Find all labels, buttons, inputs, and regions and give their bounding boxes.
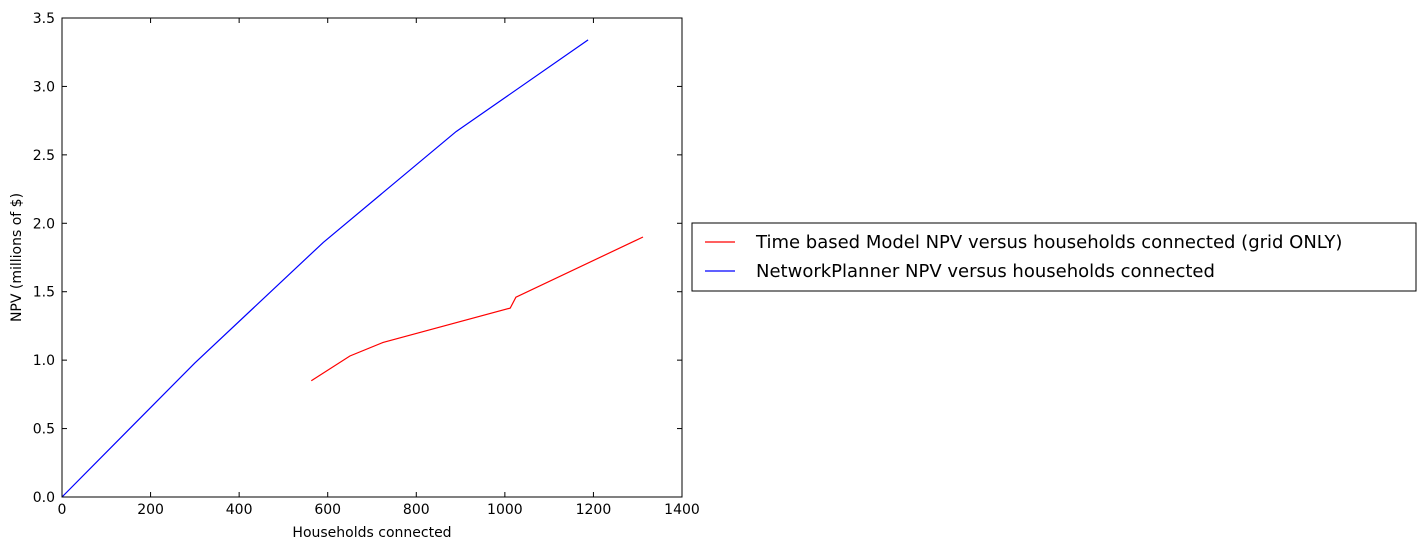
x-tick-label: 1400 — [664, 502, 700, 518]
y-tick-label: 3.5 — [33, 11, 55, 27]
x-axis-label: Households connected — [292, 525, 451, 541]
legend-entry-networkplanner: NetworkPlanner NPV versus households con… — [756, 261, 1215, 282]
x-tick-label: 1000 — [487, 502, 523, 518]
y-tick-label: 1.0 — [33, 353, 55, 369]
series-layer — [61, 39, 644, 498]
y-tick-label: 3.0 — [33, 79, 55, 95]
y-tick-label: 0.5 — [33, 422, 55, 438]
y-tick-label: 1.5 — [33, 285, 55, 301]
x-tick-label: 200 — [137, 502, 164, 518]
series-line-1 — [61, 39, 589, 498]
legend: Time based Model NPV versus households c… — [691, 222, 1417, 292]
y-axis-label: NPV (millions of $) — [9, 193, 25, 322]
legend-frame — [691, 222, 1417, 292]
x-tick-label: 0 — [58, 502, 67, 518]
legend-entry-time-based-model: Time based Model NPV versus households c… — [755, 232, 1342, 253]
x-tick-label: 1200 — [576, 502, 612, 518]
ticks-layer: 0 200 400 600 800 1000 1200 1400 0.0 0.5 1.0 1.5 2.0… — [33, 11, 700, 518]
x-tick-label: 600 — [314, 502, 341, 518]
y-tick-label: 2.0 — [33, 216, 55, 232]
y-tick-label: 2.5 — [33, 148, 55, 164]
series-line-0 — [310, 236, 644, 382]
y-tick-label: 0.0 — [33, 490, 55, 506]
plot-area-frame — [61, 17, 683, 498]
x-tick-label: 400 — [226, 502, 253, 518]
x-tick-label: 800 — [403, 502, 430, 518]
